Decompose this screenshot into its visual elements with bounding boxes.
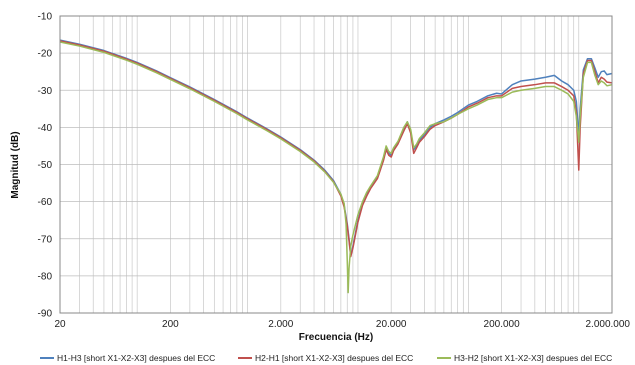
y-tick-label: -50 <box>38 160 53 171</box>
x-tick-label: 200 <box>162 319 179 330</box>
x-tick-label: 20 <box>54 319 66 330</box>
plot-border <box>59 15 613 314</box>
series-layer <box>59 39 613 294</box>
series-line-3 <box>59 41 613 294</box>
y-tick-label: -80 <box>38 271 53 282</box>
y-tick-label: -20 <box>38 49 53 60</box>
x-tick-label: 2.000.000 <box>586 319 631 330</box>
legend-label: H2-H1 [short X1-X2-X3] despues del ECC <box>255 353 413 363</box>
legend-label: H1-H3 [short X1-X2-X3] despues del ECC <box>57 353 215 363</box>
legend-label: H3-H2 [short X1-X2-X3] despues del ECC <box>454 353 612 363</box>
legend: H1-H3 [short X1-X2-X3] despues del ECC H2… <box>40 353 612 363</box>
x-tick-label: 20.000 <box>376 319 407 330</box>
series-line-2 <box>59 40 613 258</box>
x-axis-title: Frecuencia (Hz) <box>299 332 373 343</box>
x-tick-label: 200.000 <box>484 319 521 330</box>
y-tick-label: -60 <box>38 197 53 208</box>
x-tick-label: 2.000 <box>268 319 293 330</box>
y-tick-labels: -10 -20 -30 -40 -50 -60 -70 -80 -90 <box>38 12 53 320</box>
y-tick-label: -90 <box>38 309 53 320</box>
y-tick-label: -40 <box>38 123 53 134</box>
y-tick-label: -10 <box>38 12 53 23</box>
y-axis-title: Magnitud (dB) <box>10 131 21 198</box>
y-tick-label: -30 <box>38 86 53 97</box>
y-tick-label: -70 <box>38 234 53 245</box>
x-tick-labels: 20 200 2.000 20.000 200.000 2.000.000 <box>54 319 630 330</box>
